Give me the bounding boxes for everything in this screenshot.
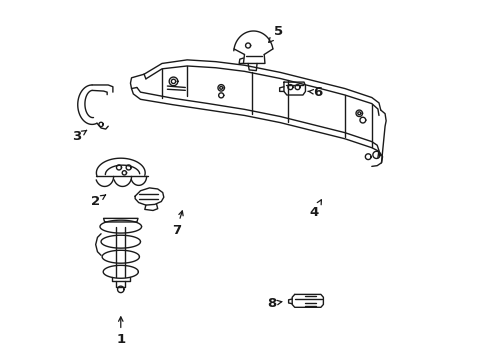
Text: 6: 6 bbox=[307, 86, 322, 99]
Text: 2: 2 bbox=[91, 195, 105, 208]
Text: 1: 1 bbox=[116, 317, 125, 346]
Text: 8: 8 bbox=[266, 297, 282, 310]
Text: 4: 4 bbox=[309, 200, 321, 219]
Text: 5: 5 bbox=[268, 25, 283, 42]
Text: 7: 7 bbox=[171, 211, 183, 237]
Text: 3: 3 bbox=[72, 130, 86, 144]
